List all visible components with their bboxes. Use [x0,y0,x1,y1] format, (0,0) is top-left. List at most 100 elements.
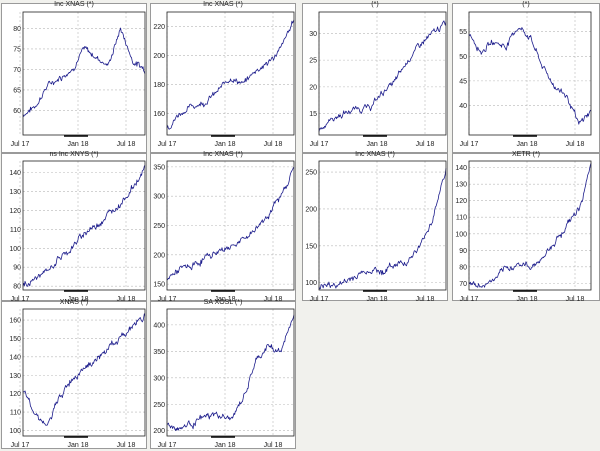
y-tick-label: 50 [459,54,467,61]
y-tick-label: 140 [9,170,21,177]
chart-panel: (*) 40 45 50 55 Jul 17 Jan 18 Jul 18 [452,1,600,153]
y-tick-label: 100 [455,231,467,238]
x-tick-label: Jul 18 [117,296,136,303]
plot-frame [318,11,447,136]
y-tick-label: 300 [153,194,165,201]
x-tick-label: Jul 17 [460,296,479,303]
x-tick-label: Jul 17 [460,141,479,148]
series-line [166,314,295,431]
y-tick-label: 200 [153,428,165,435]
chart-svg: 200 250 300 350 400 Jul 17 Jan 18 Jul 18 [153,308,295,449]
x-tick-label: Jul 18 [117,141,136,148]
y-tick-label: 180 [153,82,165,89]
y-tick-label: 100 [305,280,317,287]
x-tick-label: Jan 18 [214,296,235,303]
x-tick-label: Jul 17 [11,141,30,148]
y-tick-label: 80 [13,284,21,291]
series-line [166,19,295,130]
chart-title: Inc XNAS (*) [203,151,243,158]
y-tick-label: 350 [153,164,165,171]
x-tick-label: Jul 18 [416,141,435,148]
plot-frame [468,160,592,291]
x-tick-label: Jan 18 [366,141,387,148]
chart-svg: 60 65 70 75 80 Jul 17 Jan 18 Jul 18 [11,11,146,148]
chart-panel: Inc XNAS (*) 160 180 200 220 Jul 17 Jan 18 Jul … [150,1,296,153]
x-tick-label: Jul 17 [310,141,329,148]
x-tick-label: Jan 18 [67,141,88,148]
x-tick-label: Jan 18 [516,141,537,148]
chart-panel: (*) 15 20 25 30 Jul 17 Jan 18 Jul 18 [302,1,448,153]
x-tick-label: Jan 18 [67,296,88,303]
y-tick-label: 55 [459,29,467,36]
y-tick-label: 250 [305,170,317,177]
y-tick-label: 15 [309,111,317,118]
chart-svg: 100 110 120 130 140 150 160 Jul 17 Jan 18 Jul 18 [9,308,146,449]
chart-title: XETR (*) [512,151,540,158]
chart-panel: XETR (*) 70 80 90 100 110 120 130 140 Jul 17 Jan 1… [452,151,600,303]
y-tick-label: 90 [13,265,21,272]
y-tick-label: 250 [153,402,165,409]
series-line [318,168,447,290]
series-line [318,20,447,132]
x-tick-label: Jul 18 [117,442,136,449]
x-tick-label: Jul 17 [158,442,177,449]
y-tick-label: 110 [10,227,21,234]
chart-svg: 40 45 50 55 Jul 17 Jan 18 Jul 18 [459,11,592,148]
chart-svg: 150 200 250 300 350 Jul 17 Jan 18 Jul 18 [153,160,295,303]
y-tick-label: 110 [10,410,21,417]
y-tick-label: 100 [9,246,21,253]
x-tick-label: Jul 17 [11,296,30,303]
y-tick-label: 80 [459,264,467,271]
x-tick-label: Jul 18 [264,141,283,148]
series-line [166,167,295,281]
x-tick-label: Jul 17 [11,442,30,449]
series-line [468,163,592,288]
chart-panel: Inc XNAS (*) 100 150 200 250 Jul 17 Jan 18 Jul … [302,151,448,303]
y-tick-label: 70 [13,67,21,74]
y-tick-label: 400 [153,322,165,329]
y-tick-label: 60 [13,108,21,115]
y-tick-label: 120 [9,208,21,215]
y-tick-label: 25 [309,58,317,65]
y-tick-label: 350 [153,349,165,356]
series-line [468,27,591,125]
y-tick-label: 120 [455,198,467,205]
y-tick-label: 150 [9,336,21,343]
plot-frame [22,160,146,291]
chart-panel: ns Inc XNYS (*) 80 90 100 110 120 130 140 Jul 17… [1,151,147,303]
chart-panel: Inc XNAS (*) 150 200 250 300 350 Jul 17 Jan 18 J… [150,151,296,303]
x-tick-label: Jan 18 [516,296,537,303]
x-tick-label: Jul 18 [566,296,585,303]
x-tick-label: Jan 18 [67,442,88,449]
y-tick-label: 130 [455,182,467,189]
chart-title: Inc XNAS (*) [54,1,94,8]
chart-svg: 15 20 25 30 Jul 17 Jan 18 Jul 18 [309,11,447,148]
y-tick-label: 40 [459,103,467,110]
y-tick-label: 140 [455,165,467,172]
series-line [22,313,146,426]
y-tick-label: 75 [13,46,21,53]
y-tick-label: 45 [459,78,467,85]
chart-svg: 80 90 100 110 120 130 140 Jul 17 Jan 18 Jul 18 [9,160,146,303]
chart-title: Inc XNAS (*) [203,1,243,8]
series-line [22,27,146,117]
x-tick-label: Jan 18 [366,296,387,303]
y-tick-label: 130 [9,373,21,380]
y-tick-label: 120 [9,391,21,398]
x-tick-label: Jul 17 [158,296,177,303]
chart-panel: XNAS (*) 100 110 120 130 140 150 160 Jul 17 Jan 1… [1,299,147,449]
y-tick-label: 250 [153,223,165,230]
plot-frame [468,11,592,136]
plot-frame [166,160,295,291]
y-tick-label: 200 [153,53,165,60]
chart-svg: 160 180 200 220 Jul 17 Jan 18 Jul 18 [153,11,295,148]
x-tick-label: Jul 18 [416,296,435,303]
y-tick-label: 130 [9,189,21,196]
y-tick-label: 90 [459,248,467,255]
chart-title: (*) [522,1,530,8]
chart-svg: 70 80 90 100 110 120 130 140 Jul 17 Jan 18 Jul 18 [455,160,592,303]
y-tick-label: 80 [13,26,21,33]
chart-title: (*) [371,1,379,8]
y-tick-label: 140 [9,354,21,361]
plot-frame [166,11,295,136]
